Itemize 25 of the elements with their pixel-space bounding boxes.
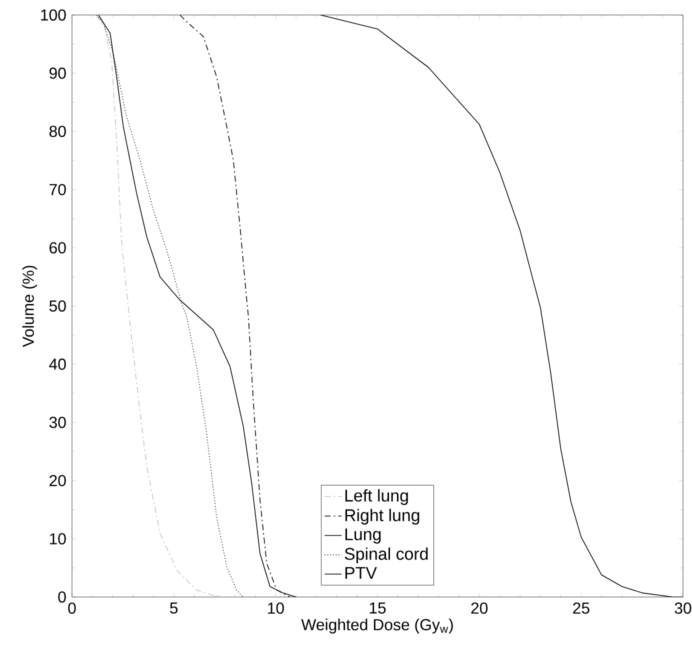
x-tick-label: 0 [68, 602, 76, 614]
y-tick-label: 50 [49, 300, 66, 312]
x-tick-label: 10 [268, 602, 284, 614]
y-tick-label: 90 [50, 68, 66, 79]
y-tick-label: 10 [50, 533, 66, 544]
x-tick-label: 30 [674, 602, 692, 614]
legend-label: Right lung [345, 508, 420, 525]
y-tick-label: 0 [58, 591, 66, 603]
x-tick-label: 25 [573, 602, 590, 614]
y-tick-label: 80 [49, 126, 66, 138]
legend-label: Left lung [345, 489, 408, 505]
y-tick-label: 100 [41, 9, 66, 21]
y-tick-label: 40 [49, 358, 66, 370]
x-tick-label: 5 [170, 602, 178, 614]
y-tick-label: 30 [49, 416, 66, 428]
y-axis-title: Volume (%) [22, 266, 38, 348]
legend-label: PTV [345, 567, 377, 579]
x-tick-label: 20 [471, 602, 488, 614]
y-tick-label: 70 [50, 184, 66, 196]
x-axis-title: Weighted Dose (Gy$_{w}$) [301, 618, 453, 634]
legend-label: Lung [345, 528, 381, 544]
y-tick-label: 20 [50, 474, 66, 486]
legend-label: Spinal cord [344, 547, 428, 564]
y-tick-label: 60 [50, 242, 66, 254]
x-tick-label: 15 [370, 602, 386, 614]
